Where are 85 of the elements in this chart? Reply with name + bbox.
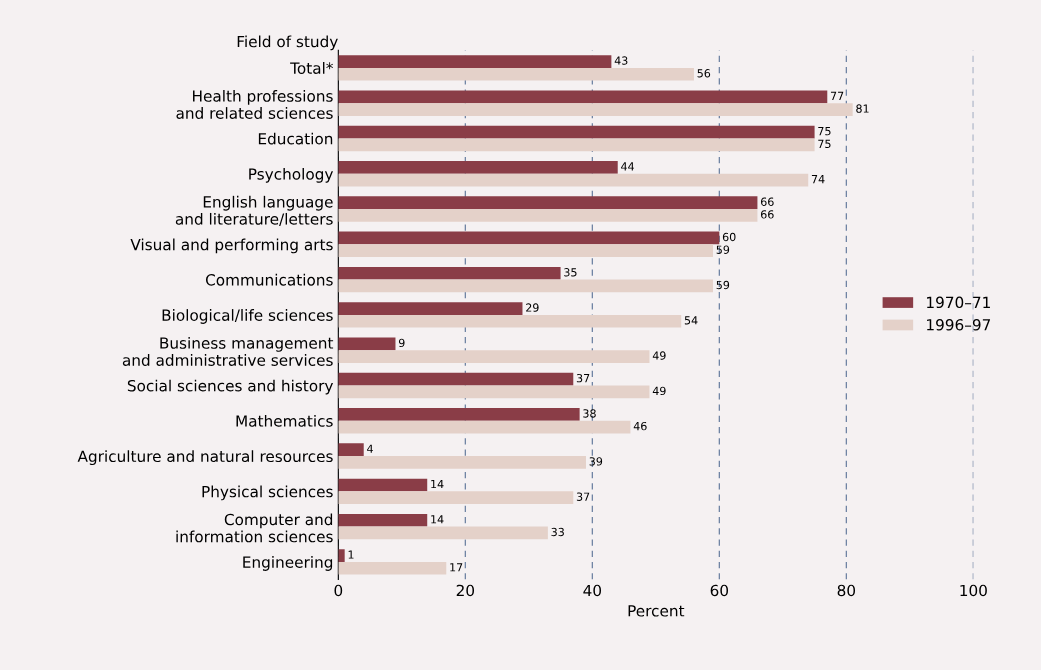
- data-label: 66: [760, 197, 774, 206]
- y-tick-label: Total*: [290, 62, 334, 74]
- y-tick-label: Visual and performing arts: [130, 238, 333, 254]
- data-label: 46: [633, 421, 647, 431]
- data-label: 1: [348, 550, 354, 559]
- data-label: 29: [526, 303, 539, 312]
- bar: [338, 314, 682, 328]
- data-label: 38: [583, 409, 596, 418]
- x-axis-title: Percent: [628, 605, 685, 617]
- bar: [338, 90, 828, 104]
- y-tick-label: Physical sciences: [202, 485, 333, 501]
- bar: [338, 408, 580, 421]
- legend-label: 1970–71: [927, 296, 990, 309]
- bar: [338, 443, 364, 457]
- y-tick-label: Business management and administrative services: [122, 336, 334, 366]
- data-label: 14: [431, 515, 444, 524]
- legend-label: 1996–97: [927, 318, 991, 331]
- bar: [338, 385, 650, 399]
- bar: [338, 478, 428, 492]
- bar: [338, 491, 574, 505]
- bar: [338, 55, 612, 68]
- y-tick-label: Engineering: [243, 556, 333, 571]
- bar: [338, 266, 561, 280]
- y-tick-label: English language and literature/letters: [175, 195, 333, 226]
- bar: [338, 302, 523, 315]
- bar: [338, 526, 548, 540]
- data-label: 59: [716, 245, 730, 254]
- bar: [338, 231, 720, 245]
- data-label: 35: [564, 268, 577, 277]
- data-label: 54: [684, 316, 698, 325]
- x-tick-label: 20: [456, 584, 475, 597]
- bar: [338, 372, 574, 386]
- data-label: 37: [576, 492, 590, 501]
- data-label: 17: [450, 563, 463, 572]
- bar: [338, 125, 815, 139]
- bar: [338, 279, 713, 293]
- bar: [338, 549, 345, 562]
- bar: [338, 350, 650, 363]
- bar: [338, 456, 586, 469]
- data-label: 14: [431, 479, 444, 489]
- data-label: 43: [614, 56, 628, 65]
- bar: [338, 173, 809, 187]
- bar: [338, 103, 853, 116]
- bar: [338, 138, 815, 152]
- y-tick-label: Psychology: [249, 167, 334, 183]
- y-tick-label: Education: [258, 132, 333, 145]
- x-tick-label: 40: [583, 584, 602, 597]
- x-tick-label: 60: [710, 584, 729, 597]
- data-label: 59: [716, 280, 730, 290]
- data-label: 9: [398, 338, 405, 348]
- bar: [338, 161, 618, 174]
- x-tick-label: 100: [960, 584, 987, 597]
- x-tick-label: 0: [334, 584, 343, 597]
- data-label: 4: [367, 444, 373, 453]
- data-label: 60: [722, 232, 736, 242]
- data-label: 37: [576, 373, 590, 383]
- data-label: 75: [818, 139, 831, 149]
- y-tick-label: Computer and information sciences: [176, 513, 333, 543]
- x-tick-label: 80: [837, 584, 856, 597]
- bar: [338, 67, 694, 81]
- bar: [338, 420, 631, 434]
- bar: [338, 513, 428, 527]
- bar: [338, 337, 396, 351]
- y-tick-label: Mathematics: [236, 414, 333, 427]
- y-tick-label: Agriculture and natural resources: [77, 450, 333, 466]
- data-label: 44: [621, 162, 635, 171]
- data-label: 75: [818, 127, 831, 136]
- data-label: 74: [811, 175, 825, 184]
- y-tick-label: Communications: [205, 273, 333, 286]
- bar: [338, 244, 713, 258]
- bar: [338, 196, 758, 210]
- data-label: 81: [856, 104, 869, 113]
- y-axis-title: Field of study: [237, 35, 338, 51]
- data-label: 33: [551, 527, 564, 537]
- y-tick-label: Biological/life sciences: [162, 309, 333, 324]
- data-label: 49: [652, 386, 666, 396]
- data-label: 39: [589, 457, 603, 466]
- y-tick-label: Health professions and related sciences: [176, 89, 333, 119]
- data-label: 49: [652, 351, 666, 360]
- bar: [338, 561, 447, 575]
- data-label: 56: [697, 69, 711, 78]
- y-tick-label: Social sciences and history: [127, 379, 334, 395]
- data-label: 66: [760, 210, 774, 219]
- bar: [338, 209, 758, 222]
- data-label: 77: [830, 91, 844, 100]
